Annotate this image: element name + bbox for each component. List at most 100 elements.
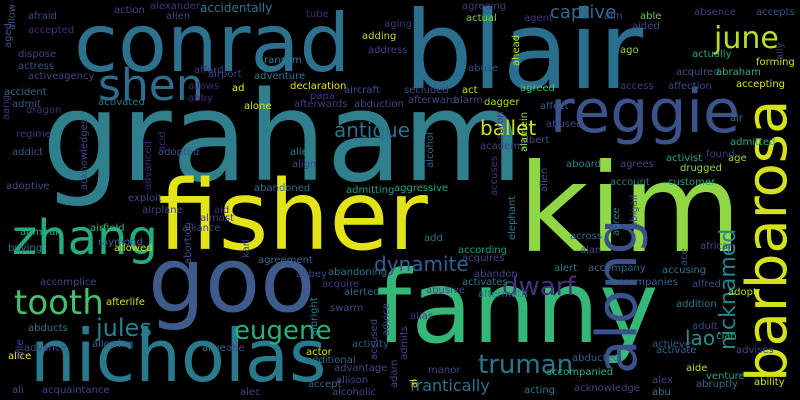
word-aftermath: aftermath xyxy=(478,289,528,300)
word-drugged: drugged xyxy=(680,163,722,174)
word-declaration: declaration xyxy=(290,81,347,92)
word-abduction: abduction xyxy=(354,99,404,110)
word-alarm: alarm xyxy=(454,95,483,106)
word-acquire: acquire xyxy=(322,279,360,290)
word-zhang: zhang xyxy=(12,210,158,266)
word-accepted: accepted xyxy=(28,25,75,36)
word-activated: activated xyxy=(98,97,145,108)
word-aaron: aaron xyxy=(495,111,506,140)
word-clan: clan xyxy=(716,331,737,342)
word-acting: acting xyxy=(524,385,556,396)
word-aided: aided xyxy=(632,21,660,32)
word-addict: addict xyxy=(12,147,44,158)
word-alexander: alexander xyxy=(150,1,200,12)
word-manor: manor xyxy=(428,365,461,376)
word-aging: aging xyxy=(384,19,412,30)
word-adventure: adventure xyxy=(254,71,306,82)
word-agreeing: agreeing xyxy=(462,1,507,12)
word-raymond: raymond xyxy=(98,237,143,248)
word-dragon: dragon xyxy=(26,105,62,116)
word-acquired: acquired xyxy=(676,67,720,78)
word-admitted: admitted xyxy=(730,137,776,148)
word-aircraft: aircraft xyxy=(344,85,380,96)
word-alerted: alerted xyxy=(344,287,380,298)
word-academy: academy xyxy=(480,141,526,152)
word-activity: activity xyxy=(352,339,389,350)
word-truman: truman xyxy=(478,350,574,380)
word-agent: agent xyxy=(524,13,553,24)
word-antique: antique xyxy=(334,118,411,142)
word-advance: advance xyxy=(24,343,67,354)
word-alamein: alamein xyxy=(519,111,530,152)
word-admitting: admitting xyxy=(346,185,395,196)
word-actual: actual xyxy=(466,13,497,24)
word-allowing: allowing xyxy=(92,339,134,350)
word-account: account xyxy=(610,177,650,188)
word-albright: albright xyxy=(309,297,320,336)
word-alice: alice xyxy=(8,351,32,362)
word-accompanied: accompanied xyxy=(546,367,614,378)
word-secluded: secluded xyxy=(404,85,449,96)
word-airport: airport xyxy=(208,69,242,80)
word-actually: actually xyxy=(692,49,732,60)
word-nicholas: nicholas xyxy=(30,314,327,398)
word-accusing: accusing xyxy=(662,265,707,276)
word-active: active xyxy=(28,71,59,82)
word-adopt: adopt xyxy=(728,287,757,298)
word-actress: actress xyxy=(18,61,55,72)
word-afterwards: afterwards xyxy=(294,99,348,110)
word-adoptive: adoptive xyxy=(6,181,50,192)
word-tube: tube xyxy=(306,9,329,20)
word-aang: aang xyxy=(1,95,12,120)
word-allison: allison xyxy=(336,375,369,386)
word-alcohol: alcohol xyxy=(425,132,436,168)
word-forming: forming xyxy=(756,57,795,68)
word-swarm: swarm xyxy=(330,303,364,314)
word-alec: alec xyxy=(240,387,261,398)
word-alive: alive xyxy=(202,343,226,354)
word-afraid: afraid xyxy=(28,11,58,22)
word-ransom: ransom xyxy=(264,55,302,66)
word-acid: acid xyxy=(157,131,168,152)
word-abducts: abducts xyxy=(28,323,68,334)
word-shen: shen xyxy=(98,60,204,111)
word-abused: abused xyxy=(546,119,583,130)
word-venture: venture xyxy=(706,371,745,382)
word-aide: aide xyxy=(686,363,708,374)
word-aid: aid xyxy=(214,205,230,216)
word-alert: alert xyxy=(554,263,578,274)
word-acquaintance: acquaintance xyxy=(42,385,110,396)
word-abandoned: abandoned xyxy=(254,183,311,194)
word-adding: adding xyxy=(362,31,397,42)
word-alex: alex xyxy=(652,375,673,386)
word-ballet: ballet xyxy=(480,116,537,140)
word-abbey: abbey xyxy=(296,269,327,280)
word-access: access xyxy=(620,81,654,92)
word-ad: ad xyxy=(232,83,245,94)
word-accident: accident xyxy=(4,87,47,98)
word-acknowledge: acknowledge xyxy=(574,383,640,394)
word-ally: ally xyxy=(775,42,786,60)
word-almost: almost xyxy=(200,213,234,224)
word-alone: alone xyxy=(244,101,272,112)
word-activist: activist xyxy=(666,153,703,164)
word-dwarf: dwarf xyxy=(502,272,576,302)
word-abortion: abortion xyxy=(183,222,194,264)
word-alcoholic: alcoholic xyxy=(332,387,377,398)
word-align: align xyxy=(292,159,317,170)
word-found: found xyxy=(706,149,735,160)
word-ahead: ahead xyxy=(511,34,522,66)
word-adam: adam xyxy=(389,359,400,388)
word-adult: adult xyxy=(692,321,718,332)
word-blair: blair xyxy=(404,0,644,114)
word-advanced: advanced xyxy=(143,141,154,190)
word-frantically: frantically xyxy=(410,376,490,395)
word-admit: admit xyxy=(12,99,41,110)
word-actor: actor xyxy=(306,347,332,358)
word-according: according xyxy=(458,245,507,256)
word-affect: affect xyxy=(540,101,569,112)
word-accuses: accuses xyxy=(489,155,500,196)
word-allen: allen xyxy=(166,11,191,22)
word-customer: customer xyxy=(668,177,716,188)
